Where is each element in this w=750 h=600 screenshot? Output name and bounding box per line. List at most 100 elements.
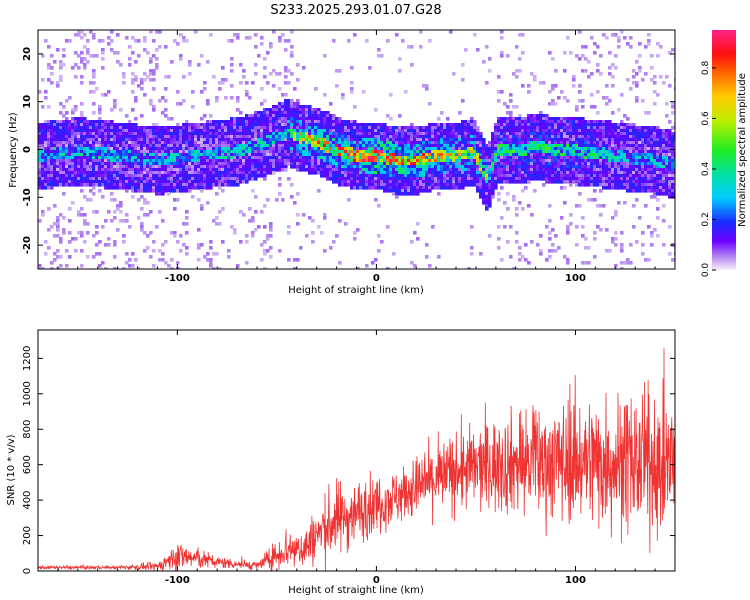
spectrogram-cell: [545, 123, 549, 127]
spectrogram-cell: [353, 144, 357, 148]
spectrogram-cell: [461, 147, 465, 151]
spectrogram-cell: [269, 123, 273, 127]
spectrogram-cell: [278, 123, 282, 127]
spectrogram-cell: [161, 150, 165, 154]
spectrogram-cell: [305, 141, 309, 145]
spectrogram-cell: [374, 132, 378, 136]
spectrogram-cell: [131, 144, 135, 148]
spectrogram-cell: [374, 141, 378, 145]
spectrogram-cell: [545, 135, 549, 139]
spectrogram-cell: [98, 183, 102, 187]
spectrogram-cell: [461, 135, 465, 139]
spectrogram-cell: [578, 171, 582, 175]
spectrogram-cell: [485, 186, 489, 190]
spectrogram-cell: [470, 129, 474, 133]
spectrogram-cell: [206, 186, 210, 190]
spectrogram-cell: [584, 165, 588, 169]
spectrogram-cell: [116, 132, 120, 136]
spectrogram-cell: [329, 246, 333, 250]
spectrogram-cell: [320, 159, 324, 163]
spectrogram-cell: [122, 156, 126, 160]
spectrogram-cell: [356, 228, 360, 232]
spectrogram-cell: [542, 129, 546, 133]
spectrogram-cell: [197, 123, 201, 127]
spectrogram-cell: [257, 168, 261, 172]
spectrogram-cell: [413, 231, 417, 235]
spectrogram-cell: [377, 162, 381, 166]
spectrogram-cell: [290, 150, 294, 154]
spectrogram-cell: [248, 168, 252, 172]
spectrogram-cell: [245, 132, 249, 136]
spectrogram-cell: [323, 156, 327, 160]
spectrogram-cell: [575, 141, 579, 145]
spectrogram-cell: [455, 153, 459, 157]
spectrogram-cell: [584, 156, 588, 160]
spectrogram-cell: [41, 147, 45, 151]
spectrogram-cell: [428, 135, 432, 139]
spectrogram-cell: [95, 153, 99, 157]
spectrogram-cell: [557, 168, 561, 172]
spectrogram-cell: [104, 168, 108, 172]
spectrogram-cell: [347, 138, 351, 142]
spectrogram-cell: [251, 120, 255, 124]
spectrogram-cell: [413, 156, 417, 160]
spectrogram-cell: [551, 243, 555, 247]
spectrogram-cell: [167, 132, 171, 136]
spectrogram-cell: [335, 126, 339, 130]
spectrogram-cell: [539, 252, 543, 256]
spectrogram-cell: [101, 144, 105, 148]
spectrogram-cell: [74, 153, 78, 157]
spectrogram-cell: [191, 186, 195, 190]
spectrogram-cell: [446, 117, 450, 121]
spectrogram-cell: [269, 168, 273, 172]
spectrogram-cell: [377, 141, 381, 145]
spectrogram-cell: [536, 114, 540, 118]
spectrogram-cell: [407, 132, 411, 136]
spectrogram-cell: [380, 159, 384, 163]
spectrogram-cell: [332, 159, 336, 163]
spectrogram-cell: [200, 207, 204, 211]
spectrogram-cell: [329, 102, 333, 106]
spectrogram-cell: [371, 168, 375, 172]
spectrogram-cell: [341, 123, 345, 127]
spectrogram-cell: [59, 147, 63, 151]
spectrogram-cell: [359, 129, 363, 133]
spectrogram-cell: [452, 126, 456, 130]
spectrogram-cell: [401, 135, 405, 139]
spectrogram-cell: [404, 186, 408, 190]
spectrogram-cell: [500, 90, 504, 94]
spectrogram-cell: [404, 153, 408, 157]
spectrogram-cell: [542, 147, 546, 151]
spectrogram-cell: [203, 150, 207, 154]
spectrogram-cell: [269, 150, 273, 154]
spectrogram-cell: [41, 138, 45, 142]
spectrogram-cell: [521, 156, 525, 160]
spectrogram-cell: [92, 147, 96, 151]
spectrogram-cell: [257, 132, 261, 136]
spectrogram-cell: [266, 234, 270, 238]
spectrogram-cell: [404, 90, 408, 94]
spectrogram-cell: [539, 117, 543, 121]
spectrogram-cell: [233, 156, 237, 160]
spectrogram-cell: [581, 153, 585, 157]
spectrogram-cell: [161, 159, 165, 163]
spectrogram-cell: [143, 213, 147, 217]
spectrogram-cell: [125, 189, 129, 193]
spectrogram-cell: [122, 171, 126, 175]
spectrogram-cell: [521, 207, 525, 211]
spectrogram-cell: [566, 177, 570, 181]
spectrogram-cell: [476, 144, 480, 148]
spectrogram-cell: [143, 141, 147, 145]
spectrogram-cell: [110, 126, 114, 130]
spectrogram-cell: [107, 135, 111, 139]
spectrogram-cell: [50, 123, 54, 127]
spectrogram-cell: [464, 144, 468, 148]
spectrogram-cell: [77, 117, 81, 121]
spectrogram-cell: [77, 150, 81, 154]
spectrogram-cell: [260, 156, 264, 160]
spectrogram-cell: [110, 171, 114, 175]
spectrogram-cell: [68, 141, 72, 145]
spectrogram-cell: [65, 135, 69, 139]
spectrogram-cell: [107, 42, 111, 46]
spectrogram-cell: [455, 150, 459, 154]
